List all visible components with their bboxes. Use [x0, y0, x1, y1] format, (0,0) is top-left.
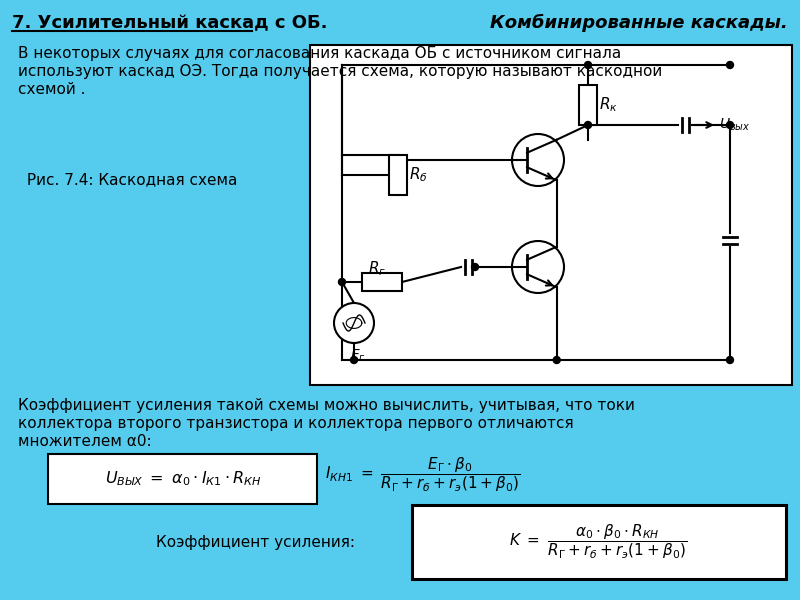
Bar [362, 273, 402, 291]
Text: используют каскад ОЭ. Тогда получается схема, которую называют каскодной: используют каскад ОЭ. Тогда получается с… [18, 64, 662, 79]
Circle shape [585, 121, 591, 128]
Circle shape [338, 278, 346, 286]
Text: Рис. 7.4: Каскодная схема: Рис. 7.4: Каскодная схема [22, 172, 238, 187]
Text: $R_к$: $R_к$ [599, 95, 618, 115]
Text: $U_{вых}$: $U_{вых}$ [719, 117, 750, 133]
Text: $R_б$: $R_б$ [409, 166, 428, 184]
Text: $R_г$: $R_г$ [368, 260, 386, 278]
Text: В некоторых случаях для согласования каскада ОБ с источником сигнала: В некоторых случаях для согласования кас… [18, 46, 622, 61]
Text: $K\ =\ \dfrac{\alpha_0\cdot\beta_0\cdot R_{\mathit{КН}}}{R_{\Gamma}+r_{\mathit{б: $K\ =\ \dfrac{\alpha_0\cdot\beta_0\cdot … [509, 523, 687, 562]
Bar [310, 45, 792, 385]
Text: 7. Усилительный каскад с ОБ.: 7. Усилительный каскад с ОБ. [12, 14, 327, 32]
Text: Комбинированные каскады.: Комбинированные каскады. [490, 14, 788, 32]
Circle shape [350, 356, 358, 364]
FancyBboxPatch shape [48, 454, 317, 504]
Circle shape [585, 61, 591, 68]
Text: $U_{\mathit{ВЫХ}}\ =\ \alpha_0 \cdot I_{\mathit{К1}} \cdot R_{\mathit{КН}}$: $U_{\mathit{ВЫХ}}\ =\ \alpha_0 \cdot I_{… [105, 470, 262, 488]
Text: $I_{\mathit{КН1}}\ =\ \dfrac{E_{\Gamma}\cdot\beta_0}{R_{\Gamma}+r_{\mathit{б}}+r: $I_{\mathit{КН1}}\ =\ \dfrac{E_{\Gamma}\… [325, 455, 521, 494]
Circle shape [471, 263, 478, 271]
Circle shape [512, 134, 564, 186]
Circle shape [554, 356, 560, 364]
Text: коллектора второго транзистора и коллектора первого отличаются: коллектора второго транзистора и коллект… [18, 416, 574, 431]
Text: множителем α0:: множителем α0: [18, 434, 152, 449]
Bar [389, 155, 407, 195]
Text: Коэффициент усиления:: Коэффициент усиления: [155, 535, 354, 550]
Bar [579, 85, 597, 125]
Text: $E_г$: $E_г$ [350, 348, 366, 364]
Circle shape [726, 356, 734, 364]
FancyBboxPatch shape [412, 505, 786, 579]
Text: схемой .: схемой . [18, 82, 86, 97]
Circle shape [334, 303, 374, 343]
Circle shape [512, 241, 564, 293]
Text: Коэффициент усиления такой схемы можно вычислить, учитывая, что токи: Коэффициент усиления такой схемы можно в… [18, 398, 635, 413]
Circle shape [726, 61, 734, 68]
Circle shape [726, 121, 734, 128]
